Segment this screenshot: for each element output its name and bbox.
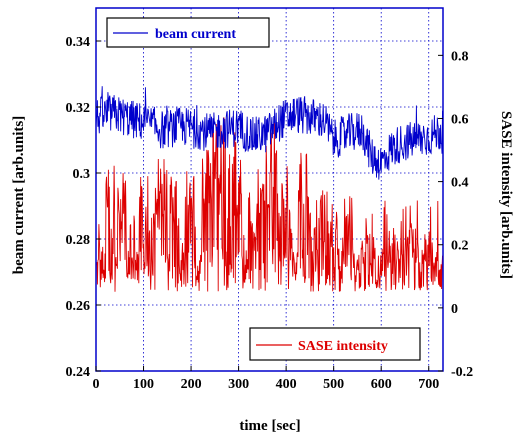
- y-left-tick-label: 0.32: [66, 101, 91, 116]
- x-tick-label: 200: [181, 377, 202, 392]
- legend-label-sase-intensity: SASE intensity: [298, 339, 388, 354]
- x-tick-label: 500: [323, 377, 344, 392]
- legend-label-beam-current: beam current: [155, 27, 236, 42]
- x-tick-label: 400: [276, 377, 297, 392]
- y-right-tick-label: 0.4: [451, 176, 469, 191]
- y-left-tick-label: 0.24: [66, 365, 91, 380]
- series-line-sase-intensity: [95, 117, 444, 292]
- x-tick-label: 600: [371, 377, 392, 392]
- y-right-tick-label: 0.8: [451, 49, 469, 64]
- series-lines: [95, 86, 444, 292]
- y-left-tick-label: 0.34: [66, 35, 91, 50]
- x-tick-label: 300: [228, 377, 249, 392]
- y-left-tick-label: 0.28: [66, 233, 91, 248]
- legend-box: [249, 327, 421, 361]
- y-left-tick-label: 0.26: [66, 299, 91, 314]
- series-line-beam-current: [95, 86, 444, 180]
- x-tick-label: 100: [133, 377, 154, 392]
- x-tick-label: 0: [93, 377, 100, 392]
- y-right-tick-label: 0.6: [451, 112, 469, 127]
- plot-frame: [95, 7, 444, 372]
- y-right-tick-label: -0.2: [451, 365, 473, 380]
- legend-beam-current: beam current: [106, 17, 270, 48]
- x-tick-label: 700: [418, 377, 439, 392]
- y-left-tick-label: 0.3: [73, 167, 91, 182]
- y-axis-left-label: beam current [arb.units]: [11, 116, 27, 274]
- y-axis-right-label: SASE intensity [arb.units]: [498, 111, 514, 279]
- legend-sase-intensity: SASE intensity: [249, 327, 421, 361]
- x-axis-label: time [sec]: [239, 418, 300, 434]
- y-right-tick-label: 0.2: [451, 239, 469, 254]
- axis-ticks: 0 100 200 300 400 500 600 700 0.24 0.26 0.28 0.3 0.3…: [66, 35, 474, 392]
- y-right-tick-label: 0: [451, 302, 458, 317]
